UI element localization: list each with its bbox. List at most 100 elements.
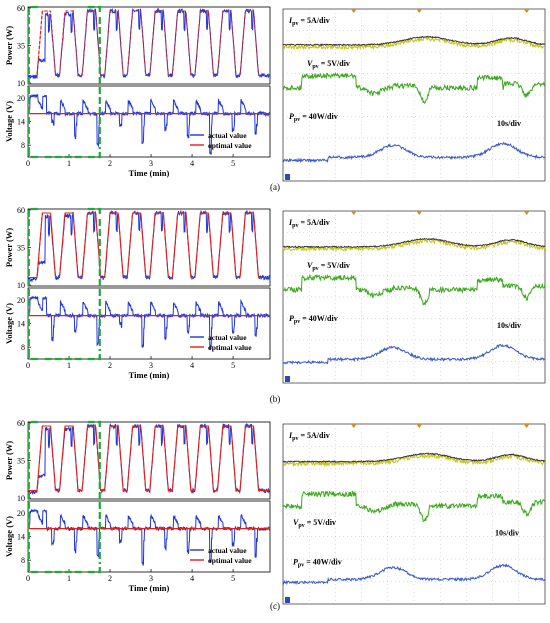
scope-label-symbol: P <box>293 557 298 566</box>
trigger-marker <box>416 211 423 215</box>
scope-label-symbol: I <box>288 218 293 227</box>
legend-label-actual: actual value <box>208 333 247 342</box>
scope-label-sub: pv <box>292 436 298 442</box>
highlight-bracket <box>27 207 101 361</box>
xtick-label: 3 <box>149 159 153 168</box>
x-axis-label: Time (min) <box>129 168 170 178</box>
x-axis-label: Time (min) <box>129 370 170 380</box>
power-ytick-label: 10 <box>17 494 25 503</box>
scope-ppv-trace <box>282 563 546 586</box>
voltage-plot-frame <box>27 85 271 158</box>
power-optimal-series <box>28 212 270 279</box>
trigger-marker <box>523 9 530 13</box>
power-axis-label: Power (W) <box>4 26 14 65</box>
scope-ppv-trace <box>282 141 546 164</box>
xtick-label: 3 <box>149 361 153 370</box>
scope-label-value: = 5A/div <box>298 431 329 440</box>
scope-ipv-trace <box>282 35 546 51</box>
voltage-ytick-label: 8 <box>21 343 25 352</box>
bracket-corner-tr <box>87 207 101 217</box>
bracket-corner-tl <box>27 420 41 430</box>
bracket-corner-tr <box>87 420 101 430</box>
scope-label-sub: pv <box>292 21 298 27</box>
scope-label-value: = 5V/div <box>305 518 336 527</box>
scope-label: Ipv = 5A/div <box>288 218 330 229</box>
scope-frame <box>282 423 546 605</box>
power-optimal-dashed <box>34 10 49 77</box>
panel-caption: (a) <box>270 182 280 192</box>
scope-ipv-trace-dark <box>282 452 546 464</box>
scope-label-sub: pv <box>292 223 298 229</box>
scope-label-value: = 40W/div <box>304 557 341 566</box>
panel-2: 60 35 10 20 14 80 1 2 3 4 5 Time (min) Power (W) Volt… <box>4 206 546 404</box>
scope-label-symbol: P <box>289 314 294 323</box>
scope-screen: Ipv = 5A/div Vpv = 5V/div Ppv = 40W/div 10s… <box>282 210 546 384</box>
bracket-corner-br <box>87 149 101 159</box>
scope-ipv-trace-dark <box>282 35 546 47</box>
scope-label: Ppv = 40W/div <box>293 557 342 568</box>
scope-label-symbol: V <box>293 518 299 527</box>
trigger-marker <box>350 9 357 13</box>
legend-label-actual: actual value <box>208 546 247 555</box>
scope-ppv-trace <box>282 343 546 365</box>
xtick-label: 4 <box>190 159 194 168</box>
voltage-plot-frame <box>27 287 271 360</box>
xtick-label: 2 <box>108 574 112 583</box>
bracket-corner-bl <box>27 351 41 361</box>
power-axis-label: Power (W) <box>4 228 14 267</box>
voltage-ytick-label: 20 <box>17 94 25 103</box>
trigger-marker <box>350 211 357 215</box>
bracket-corner-tl <box>27 5 41 15</box>
power-optimal-dashed <box>34 425 49 492</box>
power-optimal-series <box>28 10 270 77</box>
scope-label-symbol: I <box>288 431 293 440</box>
voltage-ytick-label: 8 <box>21 556 25 565</box>
panel-3: 60 35 10 20 14 80 1 2 3 4 5 Time (min) Power (W) Volt… <box>4 419 546 611</box>
scope-screen: Ipv = 5A/div Vpv = 5V/div Ppv = 40W/div 10s… <box>282 8 546 182</box>
scope-label-sub: pv <box>298 562 304 568</box>
bracket-corner-bl <box>27 149 41 159</box>
legend-label-actual: actual value <box>208 131 247 140</box>
scope-label-value: = 5V/div <box>319 261 350 270</box>
xtick-label: 4 <box>190 574 194 583</box>
voltage-ytick-label: 8 <box>21 141 25 150</box>
highlight-bracket <box>27 5 101 159</box>
panel-caption: (b) <box>270 394 281 404</box>
voltage-ytick-label: 20 <box>17 296 25 305</box>
power-ytick-label: 60 <box>17 4 25 13</box>
voltage-ytick-label: 14 <box>17 320 25 329</box>
scope-label-sub: pv <box>294 117 300 123</box>
scope-label: Vpv = 5V/div <box>307 261 350 272</box>
scope-screen: Ipv = 5A/div Vpv = 5V/div Ppv = 40W/div 10s… <box>282 423 546 605</box>
power-ytick-label: 35 <box>17 244 25 253</box>
power-plot-frame <box>27 421 271 500</box>
scope-label-sub: pv <box>312 64 318 70</box>
bracket-corner-br <box>87 351 101 361</box>
xtick-label: 1 <box>67 361 71 370</box>
xtick-label: 1 <box>67 574 71 583</box>
highlight-bracket <box>27 420 101 574</box>
xtick-label: 1 <box>67 159 71 168</box>
x-axis-label: Time (min) <box>129 583 170 593</box>
power-optimal-series <box>28 425 270 492</box>
power-ytick-label: 35 <box>17 42 25 51</box>
power-ytick-label: 60 <box>17 419 25 428</box>
scope-label-sub: pv <box>294 319 300 325</box>
scope-label-sub: pv <box>312 266 318 272</box>
power-ytick-label: 60 <box>17 206 25 215</box>
scope-label-sub: pv <box>298 523 304 529</box>
channel-marker <box>285 597 290 603</box>
power-ytick-label: 10 <box>17 281 25 290</box>
voltage-axis-label: Voltage (V) <box>4 101 14 142</box>
scope-label-value: = 40W/div <box>300 112 337 121</box>
xtick-label: 3 <box>149 574 153 583</box>
scope-label: Ppv = 40W/div <box>289 112 338 123</box>
power-optimal-dashed <box>34 212 49 279</box>
scope-frame <box>282 8 546 182</box>
bracket-corner-tl <box>27 207 41 217</box>
trigger-marker <box>416 424 423 428</box>
scope-ipv-trace <box>282 451 546 468</box>
legend-label-optimal: optimal value <box>208 556 252 565</box>
